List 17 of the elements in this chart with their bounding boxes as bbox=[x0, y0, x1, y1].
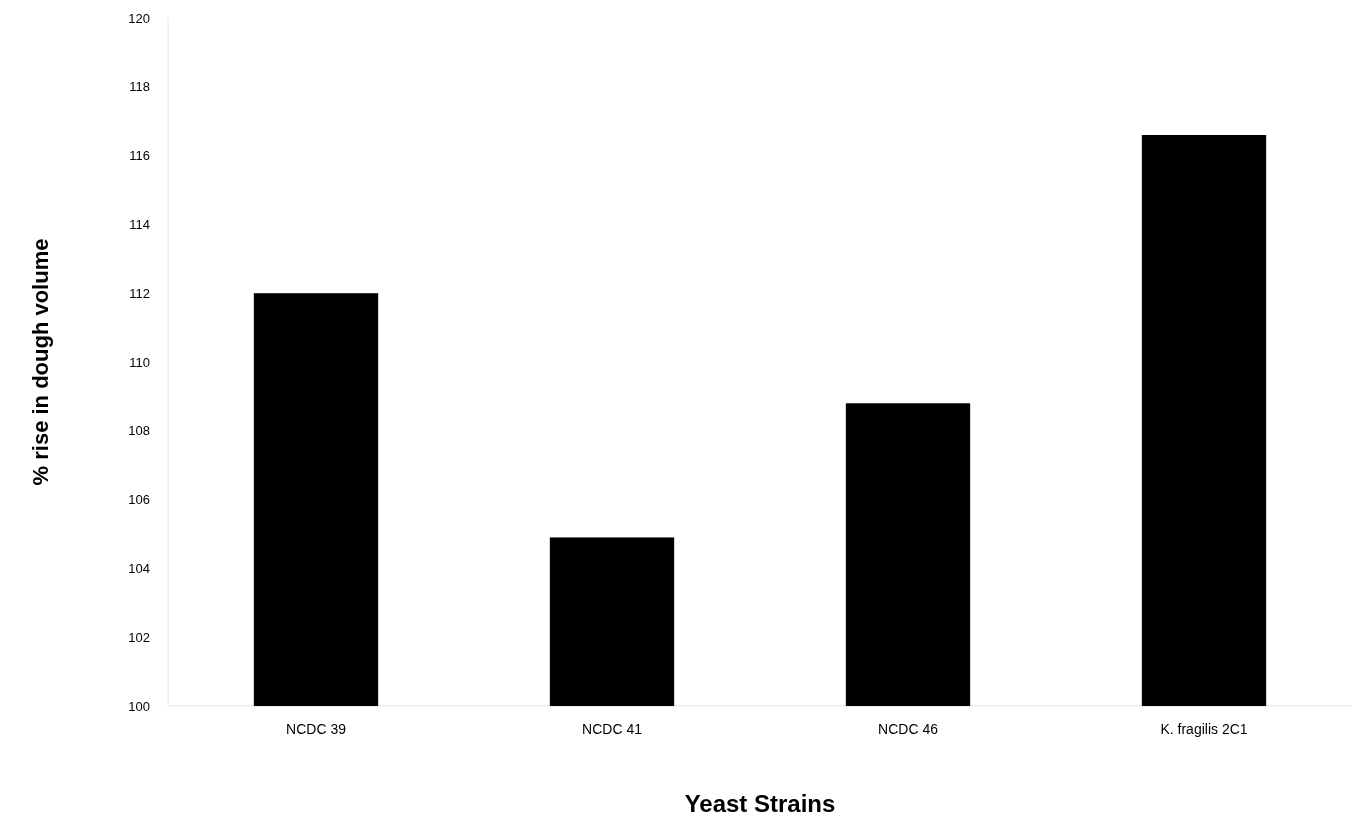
x-tick-label: NCDC 46 bbox=[878, 721, 939, 737]
x-tick-label: NCDC 41 bbox=[582, 721, 643, 737]
x-tick-label: NCDC 39 bbox=[286, 721, 347, 737]
y-tick-label: 114 bbox=[129, 216, 150, 232]
y-tick-label: 112 bbox=[129, 285, 150, 301]
y-tick-label: 110 bbox=[129, 354, 150, 370]
y-tick-label: 108 bbox=[128, 423, 150, 439]
y-axis-title: % rise in dough volume bbox=[28, 238, 53, 486]
y-tick-label: 100 bbox=[128, 698, 150, 714]
y-tick-label: 118 bbox=[129, 79, 150, 95]
y-tick-label: 102 bbox=[128, 629, 150, 645]
x-tick-label: K. fragilis 2C1 bbox=[1160, 721, 1248, 737]
y-tick-label: 116 bbox=[129, 148, 150, 164]
y-tick-label: 104 bbox=[128, 560, 150, 576]
x-axis-title: Yeast Strains bbox=[684, 790, 836, 817]
y-tick-label: 120 bbox=[128, 10, 150, 26]
y-tick-label: 106 bbox=[128, 492, 150, 508]
